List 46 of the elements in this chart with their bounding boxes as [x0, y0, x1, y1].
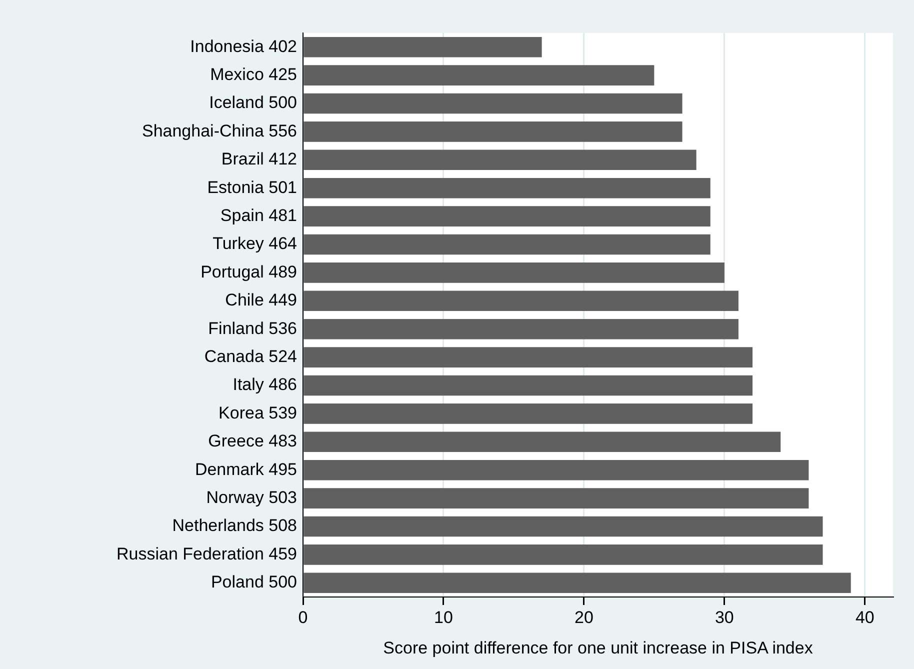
y-tick-label: Iceland 500: [209, 93, 297, 112]
bar: [304, 290, 738, 312]
bar: [304, 206, 710, 226]
bar: [304, 404, 753, 424]
bar: [304, 65, 654, 86]
y-tick-label: Canada 524: [204, 346, 297, 366]
x-tick-label: 10: [434, 608, 453, 627]
bar: [304, 460, 809, 480]
y-tick-label: Mexico 425: [210, 64, 297, 84]
x-tick-label: 0: [298, 608, 308, 627]
bar: [304, 150, 696, 170]
bar: [304, 93, 682, 114]
y-tick-label: Norway 503: [206, 488, 297, 507]
x-tick-label: 30: [714, 608, 734, 627]
x-axis-title: Score point difference for one unit increase in PISA index: [383, 638, 814, 658]
y-tick-label: Russian Federation 459: [116, 544, 297, 564]
x-tick-label: 40: [855, 608, 874, 627]
y-tick-label: Shanghai-China 556: [142, 121, 297, 140]
x-tick-label: 20: [574, 608, 594, 627]
bar: [304, 572, 851, 594]
y-tick-label: Turkey 464: [212, 234, 297, 254]
y-tick-label: Korea 539: [218, 403, 297, 422]
bar: [304, 375, 753, 396]
y-tick-label: Poland 500: [210, 572, 297, 592]
y-tick-label: Italy 486: [232, 375, 297, 394]
y-tick-label: Brazil 412: [221, 150, 297, 169]
bar: [304, 516, 823, 537]
bar: [304, 178, 710, 198]
y-tick-label: Denmark 495: [194, 460, 297, 479]
y-tick-label: Spain 481: [220, 206, 297, 225]
bar: [304, 234, 710, 255]
y-tick-label: Portugal 489: [200, 262, 297, 282]
bar: [304, 488, 809, 508]
bar: [304, 36, 542, 58]
y-tick-label: Greece 483: [208, 432, 297, 451]
bar: [304, 262, 724, 283]
y-tick-label: Finland 536: [208, 318, 297, 338]
y-tick-label: Estonia 501: [207, 178, 297, 197]
y-tick-label: Netherlands 508: [172, 516, 297, 536]
bar: [304, 122, 682, 142]
y-tick-label: Chile 449: [225, 290, 297, 310]
bar: [304, 347, 753, 368]
bar: [304, 544, 823, 565]
bar: [304, 318, 738, 340]
bar: [304, 432, 781, 452]
y-tick-label: Indonesia 402: [190, 36, 297, 56]
